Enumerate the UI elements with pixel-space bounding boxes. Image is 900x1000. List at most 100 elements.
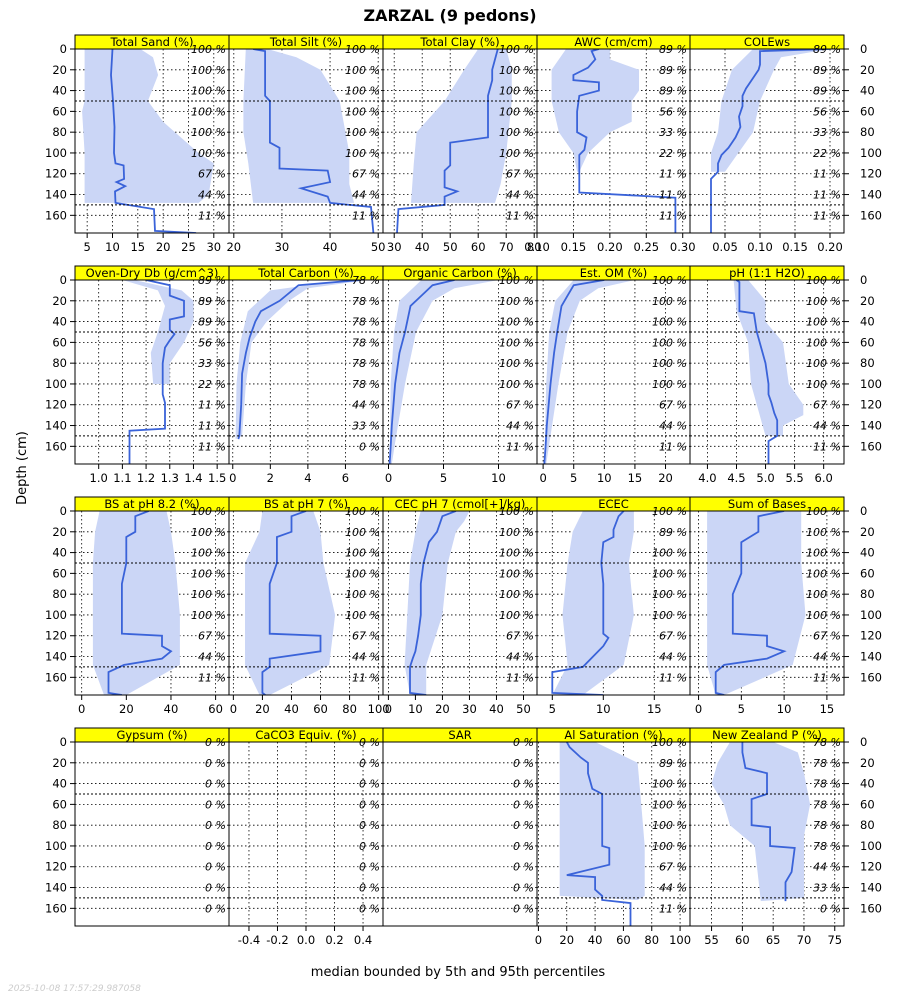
panel-sar-pct-label: 0 %: [513, 757, 534, 770]
panel-bs7-pct-label: 100 %: [345, 526, 380, 539]
panel-db-pct-label: 22 %: [198, 378, 226, 391]
panel-bs82-pct-label: 100 %: [191, 547, 226, 560]
panel-cec-pct-label: 100 %: [499, 526, 534, 539]
panel-silt-pct-label: 11 %: [352, 209, 380, 222]
panel-db-pct-label: 11 %: [198, 420, 226, 433]
panel-db-pct-label: 89 %: [198, 295, 226, 308]
y-tick-label-right: 60: [860, 335, 875, 349]
panel-clay-median-line: [396, 49, 499, 233]
panel-bs82-x-tick-label: 20: [119, 702, 134, 716]
panel-caco3-x-tick-label: -0.2: [266, 933, 288, 947]
panel-om-pct-label: 100 %: [652, 295, 687, 308]
panel-tc-plot: [229, 280, 383, 464]
panel-tc-pct-label: 78 %: [352, 378, 380, 391]
panel-ph-percentile-band: [733, 280, 804, 436]
panel-clay-x-tick-label: 60: [471, 240, 486, 254]
panel-db-pct-label: 33 %: [198, 357, 226, 370]
panel-tc-strip-title: Total Carbon (%): [257, 266, 354, 280]
y-tick-label-left: 140: [45, 650, 67, 664]
panel-oc-pct-label: 100 %: [499, 357, 534, 370]
panel-caco3-pct-label: 0 %: [359, 882, 380, 895]
panel-sob-pct-label: 100 %: [806, 567, 841, 580]
panel-tc-pct-label: 33 %: [352, 420, 380, 433]
y-tick-label-left: 80: [52, 125, 67, 139]
y-tick-label-left: 40: [52, 84, 67, 98]
panel-tc-x-tick-label: 2: [267, 471, 274, 485]
panel-colews-pct-label: 11 %: [813, 168, 841, 181]
panel-db-x-tick-label: 1.1: [113, 471, 131, 485]
y-tick-label-right: 0: [860, 735, 867, 749]
panel-gypsum-pct-label: 0 %: [205, 882, 226, 895]
y-tick-label-right: 140: [860, 188, 882, 202]
panel-bs7-percentile-band: [245, 511, 336, 695]
panel-sob: Sum of Bases 100 % 100 % 100 % 100 % 100 % 10 0…: [689, 496, 845, 716]
panel-db-plot: [75, 280, 229, 464]
panel-awc-pct-label: 22 %: [659, 147, 687, 160]
panel-silt-pct-label: 100 %: [345, 126, 380, 139]
panel-awc-pct-label: 56 %: [659, 105, 687, 118]
panel-alsat-x-tick-label: 0: [535, 933, 542, 947]
panel-colews-pct-label: 22 %: [813, 147, 841, 160]
panel-bs82-pct-label: 100 %: [191, 588, 226, 601]
panel-colews-pct-label: 33 %: [813, 126, 841, 139]
panel-cec-x-tick-label: 30: [462, 702, 477, 716]
panel-tc-x-tick-label: 6: [342, 471, 349, 485]
panel-gypsum-pct-label: 0 %: [205, 819, 226, 832]
panel-sand-x-tick-label: 10: [105, 240, 120, 254]
panel-cec-percentile-band: [404, 511, 470, 695]
panel-alsat-pct-label: 100 %: [652, 819, 687, 832]
y-tick-label-right: 20: [860, 294, 875, 308]
panel-nzp-pct-label: 0 %: [820, 902, 841, 915]
panel-bs7-strip-title: BS at pH 7 (%): [264, 497, 348, 511]
panel-cec-pct-label: 100 %: [499, 609, 534, 622]
y-tick-label-right: 140: [860, 419, 882, 433]
panel-clay-pct-label: 100 %: [499, 147, 534, 160]
panel-bs7-pct-label: 100 %: [345, 567, 380, 580]
panel-gypsum-plot: [75, 742, 229, 909]
panel-oc-pct-label: 100 %: [499, 378, 534, 391]
panel-colews-median-line: [710, 49, 831, 233]
panel-cec-pct-label: 67 %: [506, 630, 534, 643]
panel-colews-strip-title: COLEws: [744, 35, 790, 49]
panel-oc-pct-label: 100 %: [499, 316, 534, 329]
panel-bs82-strip-title: BS at pH 8.2 (%): [104, 497, 199, 511]
panel-awc-strip-title: AWC (cm/cm): [574, 35, 652, 49]
panel-alsat-x-tick-label: 20: [559, 933, 574, 947]
panel-ph-pct-label: 100 %: [806, 357, 841, 370]
panel-ecec-x-tick-label: 10: [596, 702, 611, 716]
panel-sand: Total Sand (%) 100 % 100 % 100 % 100 % 100 % 1…: [74, 34, 230, 254]
y-tick-label-right: 100: [860, 839, 882, 853]
panel-caco3-pct-label: 0 %: [359, 798, 380, 811]
panel-tc-pct-label: 0 %: [359, 440, 380, 453]
panel-caco3-pct-label: 0 %: [359, 778, 380, 791]
panel-nzp-plot: [690, 742, 844, 926]
panel-alsat: Al Saturation (%) 100 % 89 % 100 % 100 % 100 …: [535, 727, 691, 947]
y-tick-label-left: 100: [45, 839, 67, 853]
panel-bs7-pct-label: 100 %: [345, 588, 380, 601]
panel-awc-median-line: [572, 49, 677, 233]
y-tick-label-left: 60: [52, 566, 67, 580]
y-tick-label-left: 20: [52, 294, 67, 308]
y-tick-label-left: 0: [60, 735, 67, 749]
panel-oc-x-tick-label: 0: [385, 471, 392, 485]
y-tick-label-right: 100: [860, 608, 882, 622]
panel-cec-x-tick-label: 10: [408, 702, 423, 716]
panel-clay-percentile-band: [411, 49, 512, 203]
panel-oc-pct-label: 67 %: [506, 399, 534, 412]
panel-ecec-percentile-band: [552, 511, 634, 695]
panel-cec-pct-label: 44 %: [506, 651, 534, 664]
panel-cec: CEC pH 7 (cmol[+]/kg) 100 % 100 % 100 % 100 …: [382, 496, 538, 716]
panel-oc-strip-title: Organic Carbon (%): [403, 266, 516, 280]
panel-cec-median-line: [409, 511, 457, 695]
panel-bs7-x-tick-label: 80: [342, 702, 357, 716]
panel-sand-x-tick-label: 25: [181, 240, 196, 254]
panel-bs7-x-tick-label: 100: [368, 702, 390, 716]
y-tick-label-right: 0: [860, 504, 867, 518]
panel-nzp-border: [689, 741, 845, 927]
panel-sob-pct-label: 100 %: [806, 526, 841, 539]
y-tick-label-right: 40: [860, 315, 875, 329]
panel-om-strip-title: Est. OM (%): [580, 266, 648, 280]
panel-bs7-x-tick-label: 0: [230, 702, 237, 716]
y-tick-label-right: 40: [860, 546, 875, 560]
